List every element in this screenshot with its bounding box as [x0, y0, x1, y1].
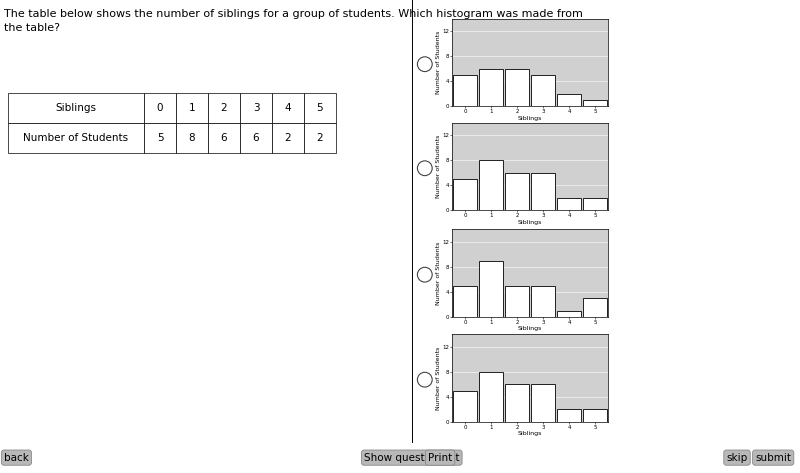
Bar: [505, 69, 530, 106]
X-axis label: Siblings: Siblings: [518, 219, 542, 225]
Y-axis label: Number of Students: Number of Students: [436, 135, 441, 198]
Bar: [557, 198, 582, 210]
Text: back: back: [4, 453, 29, 463]
Bar: [557, 311, 582, 317]
Bar: [453, 286, 478, 317]
Circle shape: [418, 57, 432, 71]
Y-axis label: Number of Students: Number of Students: [436, 31, 441, 94]
Text: submit: submit: [755, 453, 791, 463]
Y-axis label: Number of Students: Number of Students: [436, 242, 441, 305]
Bar: [582, 100, 607, 106]
Bar: [582, 410, 607, 422]
Bar: [557, 94, 582, 106]
Bar: [453, 75, 478, 106]
Text: The table below shows the number of siblings for a group of students. Which hist: The table below shows the number of sibl…: [4, 9, 583, 33]
Text: Show question list: Show question list: [364, 453, 459, 463]
Bar: [530, 286, 555, 317]
Bar: [582, 198, 607, 210]
Bar: [505, 173, 530, 210]
Circle shape: [418, 372, 432, 387]
Bar: [505, 286, 530, 317]
Bar: [530, 75, 555, 106]
Text: skip: skip: [726, 453, 748, 463]
Bar: [478, 261, 503, 317]
Circle shape: [418, 267, 432, 282]
Text: Print: Print: [428, 453, 452, 463]
Bar: [453, 179, 478, 210]
Circle shape: [418, 161, 432, 175]
Y-axis label: Number of Students: Number of Students: [436, 347, 441, 410]
Bar: [452, 334, 608, 422]
Bar: [452, 229, 608, 317]
Bar: [478, 69, 503, 106]
Bar: [452, 123, 608, 210]
Bar: [505, 385, 530, 422]
Bar: [452, 19, 608, 106]
X-axis label: Siblings: Siblings: [518, 326, 542, 331]
Bar: [478, 160, 503, 210]
Bar: [453, 391, 478, 422]
Bar: [530, 173, 555, 210]
Bar: [530, 385, 555, 422]
Bar: [582, 298, 607, 317]
Bar: [557, 410, 582, 422]
X-axis label: Siblings: Siblings: [518, 431, 542, 436]
X-axis label: Siblings: Siblings: [518, 115, 542, 121]
Bar: [478, 372, 503, 422]
